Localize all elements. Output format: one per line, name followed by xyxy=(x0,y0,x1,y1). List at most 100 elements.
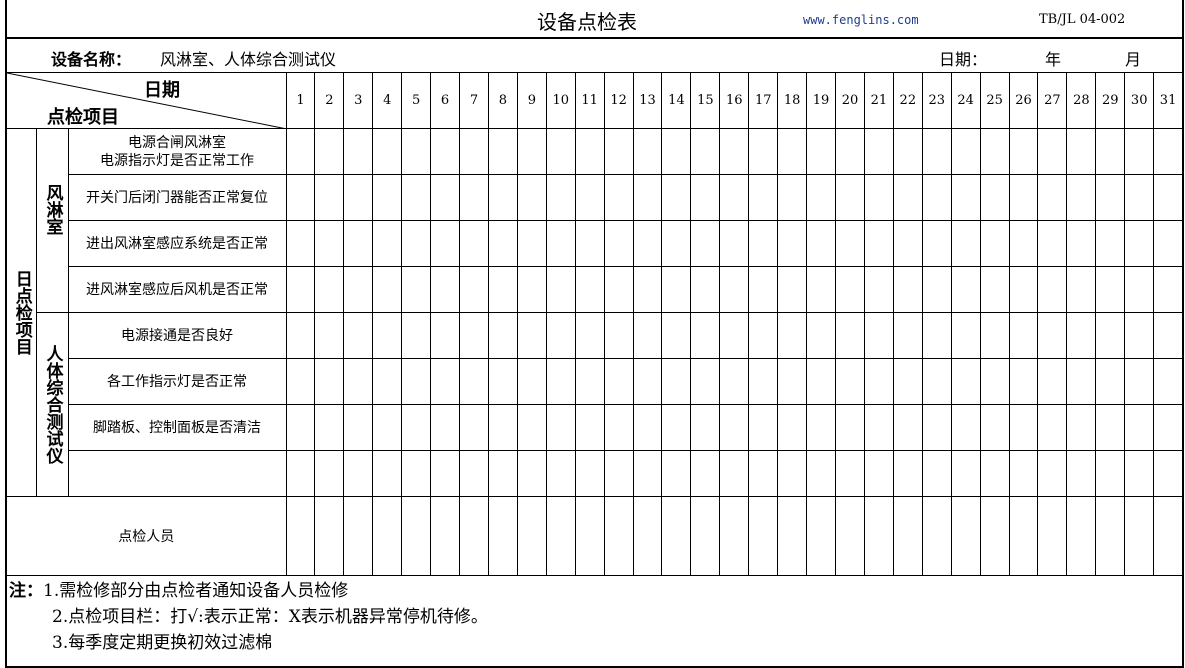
check-cell[interactable] xyxy=(372,266,403,313)
check-cell[interactable] xyxy=(603,174,634,221)
check-cell[interactable] xyxy=(401,220,432,267)
check-cell[interactable] xyxy=(1153,266,1184,313)
check-cell[interactable] xyxy=(806,220,837,267)
check-cell[interactable] xyxy=(1037,404,1068,451)
check-cell[interactable] xyxy=(1008,174,1039,221)
check-cell[interactable] xyxy=(343,174,374,221)
check-cell[interactable] xyxy=(1095,312,1126,359)
check-cell[interactable] xyxy=(516,404,547,451)
check-cell[interactable] xyxy=(806,450,837,497)
check-cell[interactable] xyxy=(487,450,518,497)
check-cell[interactable] xyxy=(285,312,316,359)
inspector-cell[interactable] xyxy=(1037,496,1068,576)
check-cell[interactable] xyxy=(1124,404,1155,451)
check-cell[interactable] xyxy=(1037,312,1068,359)
check-cell[interactable] xyxy=(545,358,576,405)
check-cell[interactable] xyxy=(777,266,808,313)
check-cell[interactable] xyxy=(343,358,374,405)
check-cell[interactable] xyxy=(748,174,779,221)
check-cell[interactable] xyxy=(1153,404,1184,451)
check-cell[interactable] xyxy=(979,358,1010,405)
check-cell[interactable] xyxy=(574,174,605,221)
check-cell[interactable] xyxy=(516,312,547,359)
check-cell[interactable] xyxy=(285,358,316,405)
check-cell[interactable] xyxy=(719,174,750,221)
check-cell[interactable] xyxy=(1095,220,1126,267)
inspector-cell[interactable] xyxy=(777,496,808,576)
check-cell[interactable] xyxy=(1095,174,1126,221)
check-cell[interactable] xyxy=(835,450,865,497)
check-cell[interactable] xyxy=(603,404,634,451)
check-cell[interactable] xyxy=(777,220,808,267)
inspector-cell[interactable] xyxy=(372,496,403,576)
check-cell[interactable] xyxy=(950,312,981,359)
check-cell[interactable] xyxy=(1124,128,1155,175)
check-cell[interactable] xyxy=(487,266,518,313)
check-cell[interactable] xyxy=(806,404,837,451)
inspector-cell[interactable] xyxy=(748,496,779,576)
check-cell[interactable] xyxy=(1037,174,1068,221)
check-cell[interactable] xyxy=(950,404,981,451)
check-cell[interactable] xyxy=(835,358,865,405)
check-cell[interactable] xyxy=(777,174,808,221)
check-cell[interactable] xyxy=(979,266,1010,313)
inspector-cell[interactable] xyxy=(1153,496,1184,576)
check-cell[interactable] xyxy=(661,450,692,497)
check-cell[interactable] xyxy=(1153,358,1184,405)
check-cell[interactable] xyxy=(1066,358,1097,405)
check-cell[interactable] xyxy=(863,128,894,175)
inspector-cell[interactable] xyxy=(430,496,461,576)
check-cell[interactable] xyxy=(1008,358,1039,405)
check-cell[interactable] xyxy=(690,128,721,175)
check-cell[interactable] xyxy=(430,404,461,451)
check-cell[interactable] xyxy=(401,174,432,221)
check-cell[interactable] xyxy=(574,266,605,313)
check-cell[interactable] xyxy=(921,450,952,497)
check-cell[interactable] xyxy=(661,128,692,175)
check-cell[interactable] xyxy=(574,128,605,175)
inspector-cell[interactable] xyxy=(487,496,518,576)
inspector-cell[interactable] xyxy=(401,496,432,576)
check-cell[interactable] xyxy=(603,128,634,175)
check-cell[interactable] xyxy=(921,266,952,313)
check-cell[interactable] xyxy=(690,404,721,451)
check-cell[interactable] xyxy=(950,220,981,267)
check-cell[interactable] xyxy=(285,174,316,221)
check-cell[interactable] xyxy=(632,404,663,451)
check-cell[interactable] xyxy=(921,358,952,405)
check-cell[interactable] xyxy=(863,450,894,497)
check-cell[interactable] xyxy=(835,128,865,175)
check-cell[interactable] xyxy=(401,404,432,451)
inspector-cell[interactable] xyxy=(979,496,1010,576)
check-cell[interactable] xyxy=(1008,450,1039,497)
check-cell[interactable] xyxy=(372,312,403,359)
check-cell[interactable] xyxy=(459,450,489,497)
check-cell[interactable] xyxy=(314,450,345,497)
check-cell[interactable] xyxy=(516,358,547,405)
check-cell[interactable] xyxy=(1066,174,1097,221)
check-cell[interactable] xyxy=(632,266,663,313)
check-cell[interactable] xyxy=(1153,220,1184,267)
check-cell[interactable] xyxy=(1066,450,1097,497)
check-cell[interactable] xyxy=(863,312,894,359)
check-cell[interactable] xyxy=(545,266,576,313)
check-cell[interactable] xyxy=(806,358,837,405)
check-cell[interactable] xyxy=(719,404,750,451)
check-cell[interactable] xyxy=(892,128,923,175)
check-cell[interactable] xyxy=(661,358,692,405)
check-cell[interactable] xyxy=(690,266,721,313)
check-cell[interactable] xyxy=(459,404,489,451)
check-cell[interactable] xyxy=(314,404,345,451)
check-cell[interactable] xyxy=(690,220,721,267)
check-cell[interactable] xyxy=(603,450,634,497)
check-cell[interactable] xyxy=(430,128,461,175)
check-cell[interactable] xyxy=(950,128,981,175)
inspector-cell[interactable] xyxy=(1066,496,1097,576)
check-cell[interactable] xyxy=(892,450,923,497)
check-cell[interactable] xyxy=(748,358,779,405)
check-cell[interactable] xyxy=(921,220,952,267)
check-cell[interactable] xyxy=(777,128,808,175)
check-cell[interactable] xyxy=(1124,266,1155,313)
check-cell[interactable] xyxy=(863,404,894,451)
check-cell[interactable] xyxy=(806,312,837,359)
